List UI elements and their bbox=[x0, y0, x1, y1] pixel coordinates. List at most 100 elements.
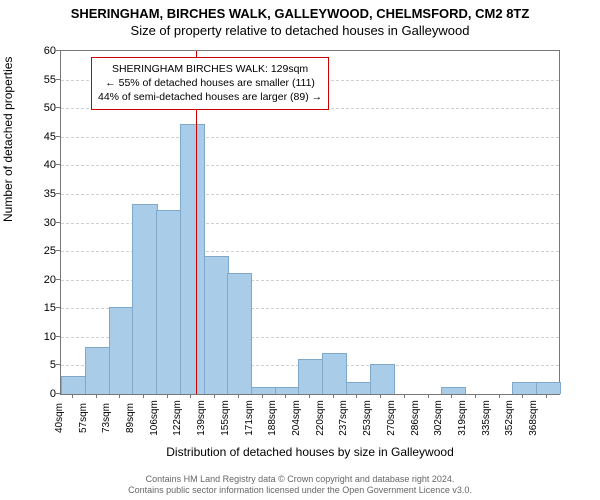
xtick-label: 122sqm bbox=[172, 400, 183, 436]
title-line-2: Size of property relative to detached ho… bbox=[0, 23, 600, 38]
ytick-label: 15 bbox=[44, 302, 56, 314]
plot-area: SHERINGHAM BIRCHES WALK: 129sqm← 55% of … bbox=[60, 50, 560, 395]
xtick-label: 188sqm bbox=[267, 400, 278, 436]
ytick-mark bbox=[56, 279, 60, 280]
xtick-label: 155sqm bbox=[220, 400, 231, 436]
xtick-label: 139sqm bbox=[196, 400, 207, 436]
ytick-label: 55 bbox=[44, 74, 56, 86]
ytick-mark bbox=[56, 193, 60, 194]
ytick-label: 30 bbox=[44, 217, 56, 229]
xtick-mark bbox=[285, 394, 286, 398]
ytick-label: 0 bbox=[50, 388, 56, 400]
xtick-mark bbox=[96, 394, 97, 398]
title-block: SHERINGHAM, BIRCHES WALK, GALLEYWOOD, CH… bbox=[0, 0, 600, 38]
xtick-mark bbox=[190, 394, 191, 398]
histogram-bar bbox=[322, 353, 347, 394]
xtick-label: 57sqm bbox=[78, 403, 89, 433]
xtick-label: 286sqm bbox=[410, 400, 421, 436]
histogram-bar bbox=[536, 382, 561, 394]
histogram-bar bbox=[132, 204, 157, 394]
xtick-label: 352sqm bbox=[504, 400, 515, 436]
xtick-mark bbox=[499, 394, 500, 398]
histogram-bar bbox=[227, 273, 252, 394]
histogram-bar bbox=[512, 382, 537, 394]
histogram-bar bbox=[370, 364, 395, 394]
ytick-label: 45 bbox=[44, 131, 56, 143]
ytick-mark bbox=[56, 79, 60, 80]
ytick-label: 10 bbox=[44, 331, 56, 343]
xtick-mark bbox=[262, 394, 263, 398]
annotation-box: SHERINGHAM BIRCHES WALK: 129sqm← 55% of … bbox=[91, 57, 329, 110]
xtick-label: 40sqm bbox=[54, 403, 65, 433]
xtick-label: 368sqm bbox=[528, 400, 539, 436]
annotation-line: SHERINGHAM BIRCHES WALK: 129sqm bbox=[98, 62, 322, 76]
xtick-mark bbox=[475, 394, 476, 398]
histogram-bar bbox=[61, 376, 86, 394]
footer-line-2: Contains public sector information licen… bbox=[0, 485, 600, 496]
ytick-mark bbox=[56, 250, 60, 251]
attribution-footer: Contains HM Land Registry data © Crown c… bbox=[0, 474, 600, 497]
histogram-bar bbox=[251, 387, 276, 394]
xtick-mark bbox=[333, 394, 334, 398]
xtick-label: 270sqm bbox=[386, 400, 397, 436]
annotation-line: 44% of semi-detached houses are larger (… bbox=[98, 90, 322, 104]
footer-line-1: Contains HM Land Registry data © Crown c… bbox=[0, 474, 600, 485]
xtick-label: 237sqm bbox=[338, 400, 349, 436]
ytick-label: 50 bbox=[44, 102, 56, 114]
annotation-line: ← 55% of detached houses are smaller (11… bbox=[98, 76, 322, 90]
gridline-h bbox=[61, 194, 559, 195]
xtick-mark bbox=[404, 394, 405, 398]
xtick-mark bbox=[119, 394, 120, 398]
xtick-mark bbox=[356, 394, 357, 398]
xtick-label: 302sqm bbox=[433, 400, 444, 436]
xtick-label: 319sqm bbox=[457, 400, 468, 436]
xtick-label: 73sqm bbox=[101, 403, 112, 433]
xtick-label: 335sqm bbox=[481, 400, 492, 436]
ytick-mark bbox=[56, 336, 60, 337]
ytick-label: 40 bbox=[44, 159, 56, 171]
title-line-1: SHERINGHAM, BIRCHES WALK, GALLEYWOOD, CH… bbox=[0, 6, 600, 21]
xtick-label: 106sqm bbox=[149, 400, 160, 436]
ytick-label: 25 bbox=[44, 245, 56, 257]
ytick-mark bbox=[56, 50, 60, 51]
xtick-mark bbox=[380, 394, 381, 398]
ytick-mark bbox=[56, 307, 60, 308]
x-axis-label: Distribution of detached houses by size … bbox=[60, 445, 560, 459]
gridline-h bbox=[61, 137, 559, 138]
xtick-mark bbox=[428, 394, 429, 398]
xtick-label: 220sqm bbox=[315, 400, 326, 436]
y-axis-label: Number of detached properties bbox=[1, 57, 15, 222]
ytick-mark bbox=[56, 136, 60, 137]
histogram-bar bbox=[156, 210, 181, 394]
histogram-bar bbox=[441, 387, 466, 394]
ytick-label: 35 bbox=[44, 188, 56, 200]
xtick-mark bbox=[143, 394, 144, 398]
histogram-bar bbox=[85, 347, 110, 394]
ytick-label: 5 bbox=[50, 359, 56, 371]
xtick-label: 171sqm bbox=[244, 400, 255, 436]
histogram-bar bbox=[204, 256, 229, 394]
ytick-mark bbox=[56, 222, 60, 223]
xtick-mark bbox=[238, 394, 239, 398]
ytick-label: 20 bbox=[44, 274, 56, 286]
xtick-mark bbox=[451, 394, 452, 398]
ytick-mark bbox=[56, 164, 60, 165]
xtick-label: 89sqm bbox=[125, 403, 136, 433]
histogram-bar bbox=[109, 307, 134, 394]
ytick-mark bbox=[56, 393, 60, 394]
xtick-mark bbox=[546, 394, 547, 398]
ytick-label: 60 bbox=[44, 45, 56, 57]
histogram-bar bbox=[180, 124, 205, 394]
gridline-h bbox=[61, 165, 559, 166]
xtick-label: 204sqm bbox=[291, 400, 302, 436]
xtick-mark bbox=[167, 394, 168, 398]
xtick-label: 253sqm bbox=[362, 400, 373, 436]
xtick-mark bbox=[309, 394, 310, 398]
histogram-bar bbox=[298, 359, 323, 394]
ytick-mark bbox=[56, 107, 60, 108]
histogram-bar bbox=[275, 387, 300, 394]
ytick-mark bbox=[56, 364, 60, 365]
histogram-bar bbox=[346, 382, 371, 394]
xtick-mark bbox=[522, 394, 523, 398]
xtick-mark bbox=[72, 394, 73, 398]
